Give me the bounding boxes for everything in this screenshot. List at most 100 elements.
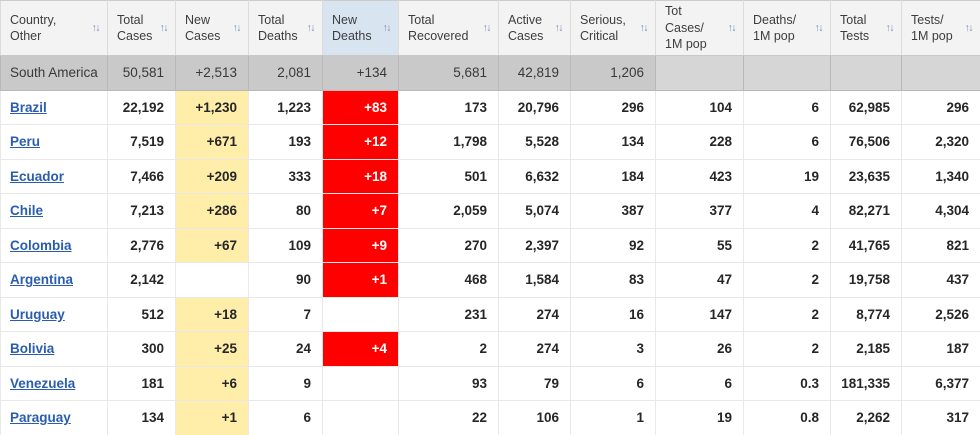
country-link[interactable]: Paraguay bbox=[10, 410, 71, 426]
cell-country: Chile bbox=[0, 193, 108, 229]
cell-new_deaths: +7 bbox=[322, 193, 399, 229]
cell-deaths_1m: 2 bbox=[743, 296, 831, 332]
cell-country: Peru bbox=[0, 124, 108, 160]
cell-new_cases: +671 bbox=[175, 124, 249, 160]
cell-active_cases: 2,397 bbox=[498, 227, 571, 263]
cell-active_cases: 274 bbox=[498, 296, 571, 332]
cell-tests_1m: 437 bbox=[901, 262, 980, 298]
sort-icon: ↑↓ bbox=[885, 22, 895, 34]
cell-total_recovered: 93 bbox=[398, 365, 499, 401]
cell-new_deaths: +134 bbox=[322, 55, 399, 91]
country-link[interactable]: Brazil bbox=[10, 99, 47, 115]
cell-total_cases: 300 bbox=[107, 331, 176, 367]
column-header-active_cases[interactable]: Active Cases ↑↓ bbox=[498, 0, 571, 56]
country-link[interactable]: Ecuador bbox=[10, 168, 65, 184]
cell-total_recovered: 501 bbox=[398, 158, 499, 194]
column-header-tests_1m[interactable]: Tests/ 1M pop ↑↓ bbox=[901, 0, 980, 56]
cell-new_deaths: +18 bbox=[322, 158, 399, 194]
cell-total_deaths: 109 bbox=[248, 227, 323, 263]
country-link[interactable]: Bolivia bbox=[10, 341, 55, 357]
cell-tests_1m bbox=[901, 55, 980, 91]
cell-active_cases: 106 bbox=[498, 400, 571, 435]
cell-total_cases: 50,581 bbox=[107, 55, 176, 91]
country-link[interactable]: Uruguay bbox=[10, 306, 65, 322]
column-header-total_deaths[interactable]: Total Deaths ↑↓ bbox=[248, 0, 323, 56]
column-label: Total Deaths bbox=[258, 12, 298, 44]
cell-new_cases: +6 bbox=[175, 365, 249, 401]
column-label: New Cases bbox=[185, 12, 221, 44]
country-link[interactable]: Colombia bbox=[10, 237, 72, 253]
cell-total_recovered: 2,059 bbox=[398, 193, 499, 229]
column-label: Tests/ 1M pop bbox=[911, 12, 953, 44]
table-row: Colombia 2,776 +67 109 +9 270 2,397 92 55 2 41,765… bbox=[0, 227, 980, 263]
cell-total_deaths: 2,081 bbox=[248, 55, 323, 91]
cell-total_recovered: 22 bbox=[398, 400, 499, 435]
country-link[interactable]: Venezuela bbox=[10, 375, 76, 391]
cell-tests_1m: 187 bbox=[901, 331, 980, 367]
cell-country: Venezuela bbox=[0, 365, 108, 401]
cell-total_cases: 134 bbox=[107, 400, 176, 435]
cell-new_cases: +2,513 bbox=[175, 55, 249, 91]
cell-deaths_1m: 0.3 bbox=[743, 365, 831, 401]
column-header-total_tests[interactable]: Total Tests ↑↓ bbox=[830, 0, 902, 56]
cell-serious_critical: 184 bbox=[570, 158, 656, 194]
country-link[interactable]: Peru bbox=[10, 134, 41, 150]
sort-icon: ↑↓ bbox=[232, 22, 242, 34]
cell-tests_1m: 2,526 bbox=[901, 296, 980, 332]
column-label: Total Tests bbox=[840, 12, 870, 44]
cell-tests_1m: 6,377 bbox=[901, 365, 980, 401]
cell-total_cases: 2,142 bbox=[107, 262, 176, 298]
cell-active_cases: 5,074 bbox=[498, 193, 571, 229]
cell-total_deaths: 1,223 bbox=[248, 89, 323, 125]
column-label: Total Recovered bbox=[408, 12, 469, 44]
cell-total_recovered: 231 bbox=[398, 296, 499, 332]
column-header-new_deaths[interactable]: New Deaths ↑↓ bbox=[322, 0, 399, 56]
cell-total_tests: 82,271 bbox=[830, 193, 902, 229]
table-row: Brazil 22,192 +1,230 1,223 +83 173 20,796 296 10… bbox=[0, 89, 980, 125]
cell-total_cases: 7,466 bbox=[107, 158, 176, 194]
cell-new_cases: +18 bbox=[175, 296, 249, 332]
cell-deaths_1m: 2 bbox=[743, 227, 831, 263]
column-label: Country, Other bbox=[10, 12, 57, 44]
cell-serious_critical: 92 bbox=[570, 227, 656, 263]
cell-country: Uruguay bbox=[0, 296, 108, 332]
column-header-new_cases[interactable]: New Cases ↑↓ bbox=[175, 0, 249, 56]
cell-tot_cases_1m: 228 bbox=[655, 124, 744, 160]
cell-total_recovered: 2 bbox=[398, 331, 499, 367]
cell-new_deaths: +4 bbox=[322, 331, 399, 367]
column-header-deaths_1m[interactable]: Deaths/ 1M pop ↑↓ bbox=[743, 0, 831, 56]
cell-active_cases: 20,796 bbox=[498, 89, 571, 125]
column-label: Total Cases bbox=[117, 12, 153, 44]
cell-tests_1m: 1,340 bbox=[901, 158, 980, 194]
cell-new_deaths bbox=[322, 365, 399, 401]
column-header-total_recovered[interactable]: Total Recovered ↑↓ bbox=[398, 0, 499, 56]
cell-total_cases: 512 bbox=[107, 296, 176, 332]
column-header-total_cases[interactable]: Total Cases ↑↓ bbox=[107, 0, 176, 56]
country-link[interactable]: Argentina bbox=[10, 272, 74, 288]
cell-serious_critical: 1 bbox=[570, 400, 656, 435]
sort-icon: ↑↓ bbox=[964, 22, 974, 34]
cell-total_cases: 181 bbox=[107, 365, 176, 401]
cell-total_deaths: 193 bbox=[248, 124, 323, 160]
country-link[interactable]: Chile bbox=[10, 203, 44, 219]
cell-country: Argentina bbox=[0, 262, 108, 298]
column-header-serious_critical[interactable]: Serious, Critical ↑↓ bbox=[570, 0, 656, 56]
cell-tot_cases_1m: 377 bbox=[655, 193, 744, 229]
cell-deaths_1m: 6 bbox=[743, 89, 831, 125]
cell-tot_cases_1m: 6 bbox=[655, 365, 744, 401]
cell-tot_cases_1m bbox=[655, 55, 744, 91]
cell-total_tests: 62,985 bbox=[830, 89, 902, 125]
column-header-tot_cases_1m[interactable]: Tot Cases/ 1M pop ↑↓ bbox=[655, 0, 744, 56]
cell-total_tests: 2,262 bbox=[830, 400, 902, 435]
cell-total_deaths: 9 bbox=[248, 365, 323, 401]
cell-total_cases: 7,519 bbox=[107, 124, 176, 160]
cell-total_deaths: 90 bbox=[248, 262, 323, 298]
cell-total_recovered: 173 bbox=[398, 89, 499, 125]
cell-total_cases: 22,192 bbox=[107, 89, 176, 125]
cell-country: South America bbox=[0, 55, 108, 91]
table-row: Chile 7,213 +286 80 +7 2,059 5,074 387 377 4 82,27… bbox=[0, 193, 980, 229]
cell-total_tests bbox=[830, 55, 902, 91]
column-header-country[interactable]: Country, Other ↑↓ bbox=[0, 0, 108, 56]
cell-deaths_1m: 6 bbox=[743, 124, 831, 160]
cell-active_cases: 6,632 bbox=[498, 158, 571, 194]
